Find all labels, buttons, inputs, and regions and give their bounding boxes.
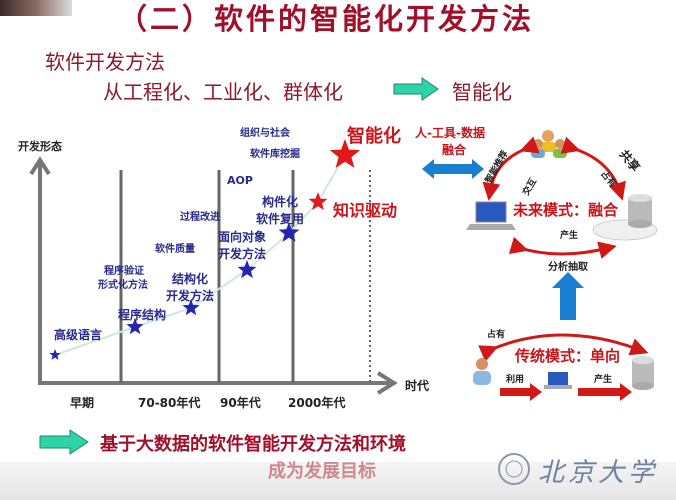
use-label: 利用 (506, 375, 525, 385)
users-icon (531, 130, 567, 158)
milestone-label: 高级语言 (54, 328, 103, 342)
topic-label: 软件质量 (155, 244, 195, 255)
era-label: 70-80年代 (138, 396, 201, 410)
topic-label: 组织与社会 (240, 128, 290, 139)
milestone-label: 智能化 (347, 126, 401, 147)
milestone-star (278, 222, 300, 242)
topic-label: 过程改进 (180, 212, 220, 223)
milestone-star (308, 192, 328, 211)
produce-arrow (508, 236, 617, 259)
milestone-star (329, 139, 361, 168)
laptop-icon (466, 201, 516, 230)
footer-band (0, 462, 676, 500)
green-arrow-icon (393, 77, 439, 101)
milestone-label: 知识驱动 (333, 201, 398, 220)
topic-label: 形式化方法 (98, 280, 148, 291)
evolution-from: 从工程化、工业化、群体化 (103, 80, 343, 104)
fusion-line2: 融合 (442, 143, 467, 157)
green-arrow-icon (39, 429, 89, 455)
topic-label: 软件库挖掘 (250, 149, 300, 160)
laptop-icon (544, 372, 572, 389)
slide-title: （二）软件的智能化开发方法 (118, 2, 535, 36)
milestone-star (237, 260, 257, 279)
extract-label: 分析抽取 (548, 262, 588, 273)
era-label: 早期 (70, 396, 95, 410)
y-axis-arrow (29, 156, 51, 176)
topic-label: 程序验证 (104, 266, 144, 277)
traditional-mode-label: 传统模式：单向 (515, 347, 621, 365)
milestone-label: 面向对象 开发方法 (218, 230, 267, 261)
future-mode-label: 未来模式：融合 (513, 201, 619, 219)
milestone-star (126, 318, 144, 335)
use-arrow-icon (500, 383, 542, 401)
era-label: 90年代 (220, 396, 261, 410)
database-icon (628, 194, 652, 228)
conclusion-line2: 成为发展目标 (268, 461, 376, 482)
double-arrow-icon (422, 159, 484, 179)
database-icon (632, 356, 654, 390)
conclusion-line1: 基于大数据的软件智能开发方法和环境 (100, 434, 406, 455)
era-label: 2000年代 (288, 396, 346, 410)
produce-label: 产生 (560, 231, 579, 241)
x-axis-arrow (376, 371, 398, 395)
x-axis-label: 时代 (405, 379, 430, 393)
produce-arrow-icon (578, 383, 632, 401)
milestone-label: 构件化 软件复用 (256, 195, 305, 226)
fusion-line1: 人-工具-数据 (415, 126, 485, 140)
person-icon (473, 358, 491, 385)
university-seal-icon (498, 453, 530, 485)
recommend-arrow (482, 136, 540, 201)
topic-label: AOP (227, 174, 253, 187)
milestone-star (182, 299, 200, 316)
evolution-chart (29, 139, 398, 395)
mode-diagram (466, 130, 658, 401)
university-logo: 北京大学 (538, 458, 659, 488)
up-arrow-icon (552, 272, 584, 320)
milestone-label: 程序结构 (118, 308, 167, 322)
y-axis-label: 开发形态 (18, 140, 62, 153)
milestone-label: 结构化 开发方法 (166, 272, 215, 303)
own-arrow (478, 333, 649, 362)
share-arrow (560, 136, 626, 201)
produce-label: 产生 (594, 375, 613, 385)
milestone-star (49, 349, 61, 360)
subtitle: 软件开发方法 (45, 50, 165, 74)
header-image (0, 0, 72, 16)
trend-line (54, 154, 346, 356)
own-label: 占有 (487, 330, 506, 340)
evolution-to: 智能化 (452, 80, 512, 104)
